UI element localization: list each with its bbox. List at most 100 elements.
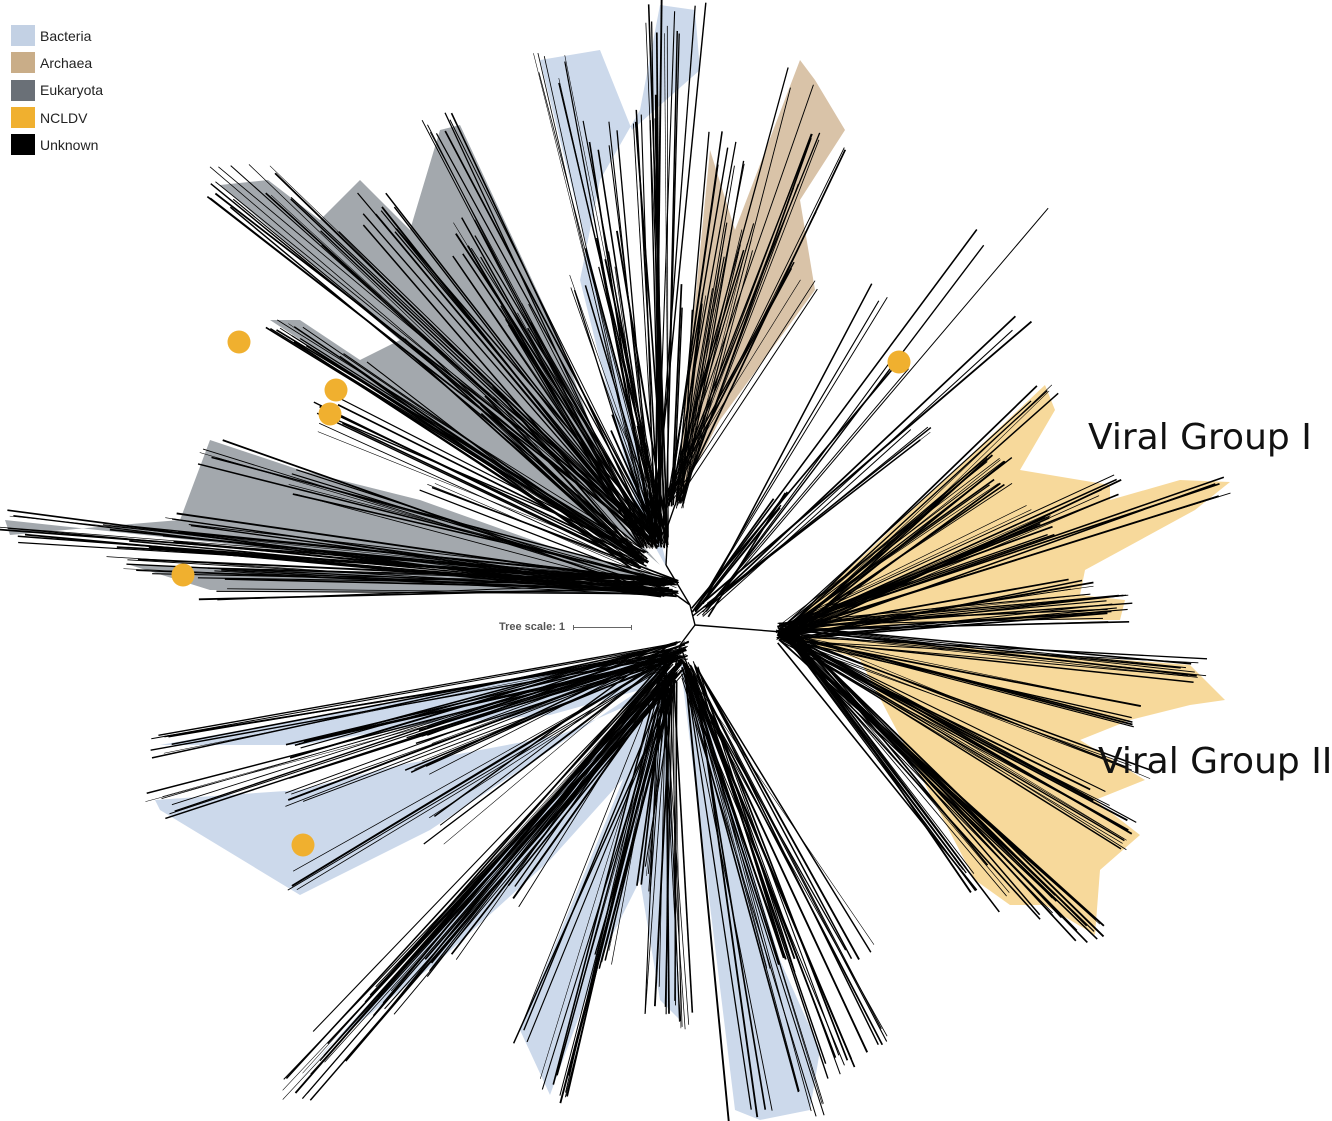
bacteria-branch bbox=[573, 289, 653, 537]
ncldv-branch bbox=[789, 460, 1005, 624]
bacteria-branch bbox=[404, 656, 681, 771]
bacteria-branch bbox=[287, 657, 679, 891]
ncldv-branch bbox=[788, 642, 1132, 767]
bacteria-branch bbox=[611, 688, 663, 965]
ncldv-branch bbox=[776, 581, 1094, 639]
eukaryota-branch bbox=[319, 405, 648, 563]
ncldv-branch bbox=[778, 493, 1119, 632]
eukaryota-branch bbox=[343, 353, 641, 558]
bacteria-branch bbox=[684, 662, 869, 1053]
archaea-branch bbox=[671, 295, 707, 499]
eukaryota-branch bbox=[419, 489, 666, 586]
legend-item-archaea: Archaea bbox=[11, 49, 103, 76]
bacteria-branch bbox=[616, 130, 654, 535]
ncldv-branch bbox=[789, 630, 1077, 942]
eukaryota-branch bbox=[484, 395, 646, 562]
eukaryota-branch bbox=[450, 112, 657, 548]
bacteria-branch bbox=[565, 676, 662, 1093]
bacteria-branch bbox=[664, 687, 674, 1007]
eukaryota-branch bbox=[453, 222, 645, 536]
ncldv-branch bbox=[793, 631, 1151, 779]
archaea-branch bbox=[676, 292, 704, 502]
legend-item-bacteria: Bacteria bbox=[11, 22, 103, 49]
eukaryota-branch bbox=[444, 112, 647, 545]
eukaryota-branch bbox=[462, 253, 658, 544]
bacteria-branch bbox=[427, 640, 681, 736]
ncldv-branch bbox=[778, 631, 1133, 726]
eukaryota-branch bbox=[125, 525, 664, 581]
eukaryota-branch bbox=[427, 483, 676, 583]
eukaryota-branch bbox=[461, 217, 648, 549]
bacteria-branch bbox=[300, 641, 679, 749]
eukaryota-branch bbox=[299, 337, 647, 559]
ncldv-branch bbox=[786, 617, 1103, 626]
internal-branch bbox=[689, 604, 696, 626]
unknown-branch bbox=[706, 431, 931, 604]
archaea-branch bbox=[670, 223, 755, 503]
bacteria-branch bbox=[663, 672, 690, 1025]
ncldv-marker bbox=[318, 402, 342, 426]
bacteria-branch bbox=[674, 671, 682, 1029]
archaea-branch bbox=[672, 133, 813, 493]
bacteria-branch bbox=[687, 672, 837, 1059]
bacteria-branch bbox=[693, 664, 872, 953]
bacteria-branch bbox=[684, 674, 888, 1037]
legend-swatch-archaea bbox=[11, 52, 35, 74]
bacteria-branch bbox=[379, 664, 669, 987]
bacteria-branch bbox=[291, 646, 687, 887]
ncldv-marker bbox=[291, 833, 315, 857]
eukaryota-branch bbox=[530, 322, 653, 533]
ncldv-branch bbox=[785, 631, 1127, 841]
archaea-branch bbox=[681, 239, 752, 504]
eukaryota-branch bbox=[449, 119, 658, 535]
bacteria-branch bbox=[695, 670, 849, 1061]
bacteria-branch bbox=[684, 676, 730, 1121]
ncldv-markers bbox=[171, 330, 911, 857]
archaea-branch bbox=[673, 132, 821, 493]
bacteria-branch bbox=[645, 22, 668, 535]
eukaryota-branch bbox=[290, 196, 652, 535]
bacteria-branch bbox=[162, 651, 683, 797]
bacteria-branch bbox=[665, 671, 680, 1022]
eukaryota-branch bbox=[9, 515, 674, 585]
bacteria-branch bbox=[654, 118, 666, 549]
archaea-branch bbox=[668, 164, 719, 507]
ncldv-branch bbox=[777, 631, 1105, 927]
internal-branch bbox=[671, 591, 691, 606]
eukaryota-branch bbox=[276, 329, 646, 554]
ncldv-branch bbox=[785, 483, 1220, 629]
ncldv-branch bbox=[784, 523, 1041, 627]
bacteria-branch bbox=[439, 647, 675, 826]
bacteria-branch bbox=[443, 641, 686, 845]
bacteria-branch bbox=[151, 643, 677, 759]
eukaryota-branch bbox=[452, 255, 642, 533]
bacteria-branch bbox=[285, 662, 668, 1080]
bacteria-branch bbox=[282, 672, 681, 1100]
eukaryota-branch bbox=[490, 382, 645, 559]
archaea-branch bbox=[677, 163, 745, 502]
eukaryota-branch bbox=[431, 486, 679, 582]
unknown-branch bbox=[701, 207, 1049, 616]
ncldv-marker bbox=[227, 330, 251, 354]
ncldv-branch bbox=[778, 625, 1007, 897]
tree-branches bbox=[0, 0, 1231, 1121]
bacteria-branch bbox=[171, 647, 677, 746]
eukaryota-branch bbox=[7, 509, 662, 598]
bacteria-branch bbox=[285, 654, 676, 807]
bacteria-branch bbox=[687, 667, 824, 1104]
legend-swatch-bacteria bbox=[11, 25, 35, 47]
ncldv-branch bbox=[782, 636, 1122, 850]
eukaryota-branch bbox=[293, 341, 642, 569]
unknown-branch bbox=[694, 296, 888, 612]
bacteria-branch bbox=[692, 673, 767, 1110]
ncldv-branch bbox=[787, 638, 1194, 683]
eukaryota-clade-lower bbox=[5, 440, 672, 595]
bacteria-branch bbox=[543, 56, 653, 550]
bacteria-branch bbox=[433, 642, 673, 817]
bacteria-branch bbox=[164, 652, 679, 738]
bacteria-branch bbox=[559, 681, 668, 1096]
archaea-branch bbox=[682, 309, 693, 502]
ncldv-branch bbox=[781, 632, 1135, 706]
unknown-branch bbox=[699, 300, 880, 603]
bacteria-branch bbox=[292, 652, 683, 872]
